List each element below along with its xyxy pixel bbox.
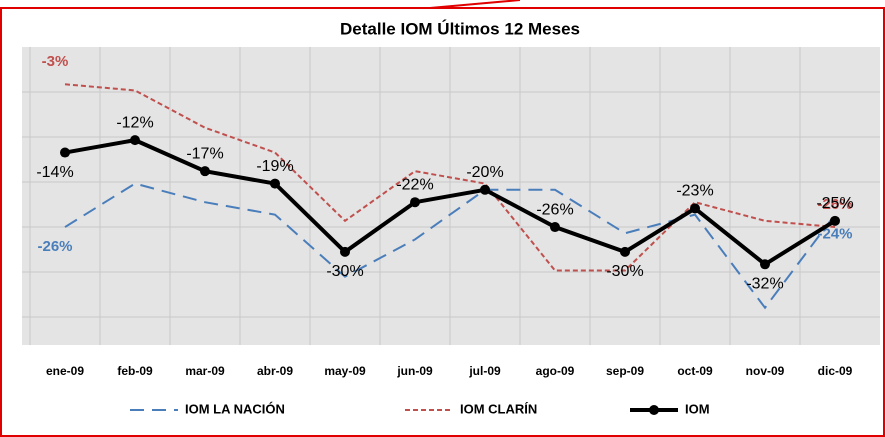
point bbox=[620, 246, 630, 257]
point bbox=[340, 246, 350, 257]
legend-label: IOM LA NACIÓN bbox=[185, 401, 285, 416]
frame-connector bbox=[429, 0, 521, 9]
data-label: -30% bbox=[606, 263, 643, 280]
point bbox=[830, 215, 840, 226]
x-tick-label: jun-09 bbox=[396, 364, 433, 378]
data-label: -24% bbox=[817, 226, 852, 243]
data-label: -17% bbox=[186, 145, 223, 162]
data-label: -30% bbox=[326, 263, 363, 280]
grid bbox=[22, 91, 880, 318]
series-line bbox=[64, 138, 837, 267]
data-label: -26% bbox=[817, 196, 852, 213]
point bbox=[690, 203, 700, 214]
point bbox=[550, 222, 560, 233]
series-line bbox=[64, 83, 836, 272]
point bbox=[60, 147, 70, 158]
x-tick-label: jul-09 bbox=[468, 364, 501, 378]
x-tick-label: abr-09 bbox=[257, 364, 293, 378]
chart-title: Detalle IOM Últimos 12 Meses bbox=[340, 19, 580, 38]
series-line bbox=[64, 182, 836, 310]
x-tick-label: nov-09 bbox=[746, 364, 785, 378]
data-label: -25% bbox=[816, 195, 853, 212]
point bbox=[200, 166, 210, 177]
data-label: -32% bbox=[746, 276, 783, 293]
point bbox=[410, 197, 420, 208]
data-label: -19% bbox=[256, 158, 293, 175]
data-label: -14% bbox=[36, 164, 73, 181]
point bbox=[130, 135, 140, 146]
legend-marker bbox=[649, 405, 659, 415]
x-tick-label: dic-09 bbox=[818, 364, 853, 378]
data-label: -3% bbox=[42, 53, 69, 70]
data-label: -23% bbox=[676, 183, 713, 200]
data-label: -26% bbox=[37, 238, 72, 255]
x-tick-label: oct-09 bbox=[677, 364, 713, 378]
legend-label: IOM bbox=[685, 401, 710, 416]
data-label: -22% bbox=[396, 176, 433, 193]
data-label: -12% bbox=[116, 114, 153, 131]
data-label: -20% bbox=[466, 164, 503, 181]
x-tick-label: ene-09 bbox=[46, 364, 84, 378]
data-label: -26% bbox=[536, 201, 573, 218]
x-tick-label: feb-09 bbox=[117, 364, 153, 378]
legend-label: IOM CLARÍN bbox=[460, 401, 537, 416]
point bbox=[760, 259, 770, 270]
x-tick-label: may-09 bbox=[324, 364, 366, 378]
x-tick-label: mar-09 bbox=[185, 364, 225, 378]
point bbox=[270, 178, 280, 189]
x-tick-label: sep-09 bbox=[606, 364, 644, 378]
x-tick-label: ago-09 bbox=[536, 364, 575, 378]
point bbox=[480, 184, 490, 195]
